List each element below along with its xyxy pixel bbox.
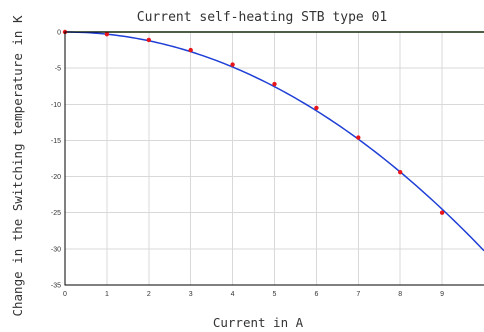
x-tick-label: 4 xyxy=(231,291,235,298)
data-point xyxy=(314,105,319,111)
x-tick-labels: 0 1 2 3 4 5 6 7 8 9 xyxy=(63,291,444,298)
y-axis-label: Change in the Switching temperature in K xyxy=(10,15,25,316)
x-tick-label: 1 xyxy=(105,291,109,298)
x-tick-label: 9 xyxy=(440,291,444,298)
data-point xyxy=(439,210,445,215)
data-point xyxy=(104,31,110,37)
series-line xyxy=(64,31,484,252)
data-points xyxy=(62,29,445,215)
y-tick-label: -5 xyxy=(55,66,61,73)
x-tick-label: 5 xyxy=(273,291,277,298)
x-tick-label: 3 xyxy=(189,291,193,298)
data-point xyxy=(188,47,193,53)
y-tick-label: -15 xyxy=(51,138,61,145)
x-tick-label: 2 xyxy=(147,291,151,298)
x-tick-label: 0 xyxy=(63,291,67,298)
y-tick-label: -20 xyxy=(51,174,61,181)
x-tick-label: 6 xyxy=(314,291,318,298)
y-tick-label: -35 xyxy=(51,283,61,290)
y-tick-label: -25 xyxy=(51,210,61,217)
plot-frame xyxy=(64,31,484,286)
y-tick-label: -10 xyxy=(51,102,61,109)
x-tick-label: 7 xyxy=(356,291,360,298)
chart-title: Current self-heating STB type 01 xyxy=(137,10,387,25)
gridlines xyxy=(65,31,484,286)
data-point xyxy=(272,81,277,87)
x-tick-label: 8 xyxy=(398,291,402,298)
data-point xyxy=(146,37,151,43)
x-axis-label: Current in A xyxy=(213,315,304,330)
y-tick-labels: 0 -5 -10 -15 -20 -25 -30 -35 xyxy=(51,30,61,290)
data-point xyxy=(230,62,235,67)
data-point xyxy=(356,135,361,140)
y-tick-label: -30 xyxy=(51,246,61,253)
data-point xyxy=(398,170,403,175)
y-tick-label: 0 xyxy=(57,30,61,37)
